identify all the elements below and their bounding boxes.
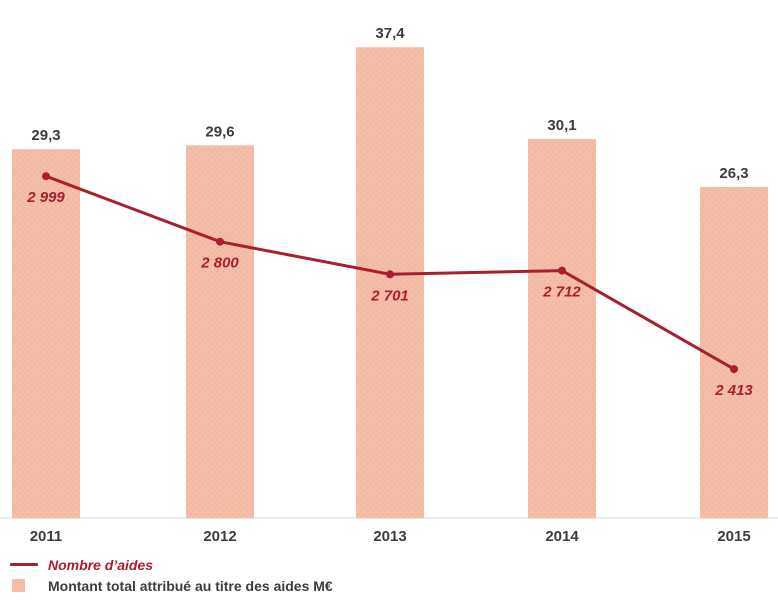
line-series-swatch [10, 563, 38, 566]
chart-area: 29,3 2011 29,6 2012 37,4 2013 30,1 2014 26,3 2015… [0, 25, 778, 545]
bar-value-label-2015: 26,3 [719, 165, 748, 182]
x-axis-label-2011: 2011 [30, 528, 63, 545]
bar-value-label-2011: 29,3 [31, 127, 60, 144]
bar-2012 [186, 145, 254, 518]
x-axis-label-2013: 2013 [373, 528, 406, 545]
line-point-2015 [730, 365, 738, 374]
line-value-label-2015: 2 413 [714, 382, 753, 399]
line-value-label-2013: 2 701 [370, 287, 409, 304]
legend-label-line: Nombre d’aides [48, 556, 154, 573]
line-point-2012 [216, 237, 224, 246]
line-point-2013 [386, 270, 394, 279]
legend-item-bar: Montant total attribué au titre des aide… [10, 575, 778, 596]
bar-2014 [528, 139, 596, 518]
legend-swatch-cell [10, 579, 40, 592]
chart-legend: Nombre d’aides Montant total attribué au… [0, 548, 778, 596]
bar-series-swatch [12, 579, 25, 592]
line-value-label-2014: 2 712 [542, 284, 581, 301]
line-value-label-2011: 2 999 [26, 189, 65, 206]
bar-value-label-2014: 30,1 [547, 117, 576, 134]
legend-item-line: Nombre d’aides [10, 554, 778, 575]
legend-label-bar: Montant total attribué au titre des aide… [48, 577, 333, 594]
line-point-2014 [558, 266, 566, 275]
bar-value-label-2013: 37,4 [375, 25, 405, 42]
bar-2013 [356, 47, 424, 518]
bar-2015 [700, 186, 768, 519]
x-axis-label-2015: 2015 [717, 528, 750, 545]
legend-swatch-cell [10, 563, 40, 566]
x-axis-label-2012: 2012 [203, 528, 236, 545]
line-value-label-2012: 2 800 [200, 255, 239, 272]
combo-chart-svg: 29,3 2011 29,6 2012 37,4 2013 30,1 2014 26,3 2015… [0, 25, 778, 545]
bar-value-label-2012: 29,6 [205, 123, 234, 140]
bar-2011 [12, 149, 80, 518]
x-axis-label-2014: 2014 [545, 528, 579, 545]
line-point-2011 [42, 172, 50, 181]
